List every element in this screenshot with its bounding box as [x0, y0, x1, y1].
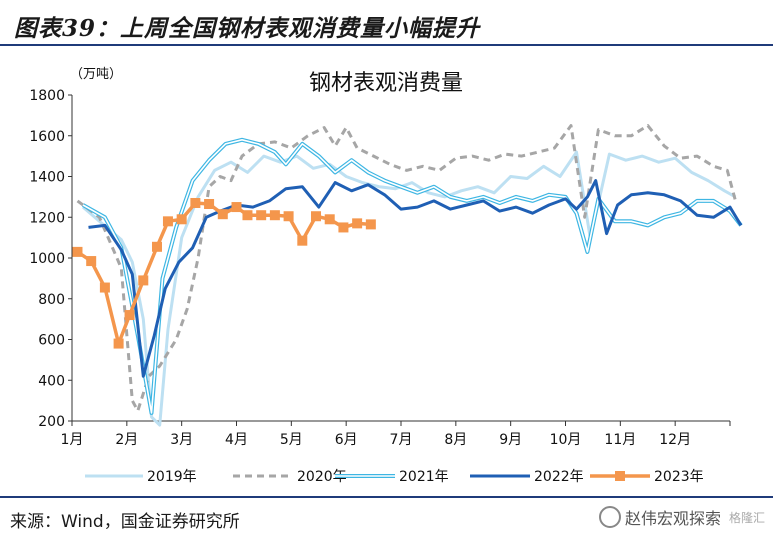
legend-label: 2022年 — [534, 469, 584, 485]
x-tick-label: 9月 — [499, 432, 522, 448]
data-point-2023 — [151, 241, 162, 252]
watermark: 赵伟宏观探索 格隆汇 — [598, 505, 765, 529]
x-tick-label: 7月 — [390, 432, 413, 448]
x-tick-label: 12月 — [659, 432, 691, 448]
data-point-2023 — [352, 218, 363, 229]
data-point-2023 — [283, 211, 294, 222]
data-point-2023 — [297, 235, 308, 246]
y-tick-label: 200 — [38, 414, 65, 430]
data-point-2023 — [242, 210, 253, 221]
y-tick-label: 1000 — [29, 251, 65, 267]
series-line-2020 — [76, 124, 737, 413]
data-point-2023 — [99, 282, 110, 293]
series-line-2022 — [88, 179, 743, 378]
x-tick-label: 8月 — [444, 432, 467, 448]
x-tick-label: 3月 — [170, 432, 193, 448]
x-tick-label: 4月 — [225, 432, 248, 448]
y-tick-label: 1200 — [29, 210, 65, 226]
y-tick-label: 800 — [38, 292, 65, 308]
figure-title: 图表39：上周全国钢材表观消费量小幅提升 — [14, 15, 481, 42]
legend-label: 2020年 — [297, 469, 347, 485]
legend-label: 2023年 — [654, 469, 704, 485]
chart-title: 钢材表观消费量 — [309, 71, 463, 96]
data-point-2023 — [324, 214, 335, 225]
data-point-2023 — [113, 338, 124, 349]
y-tick-label: 1400 — [29, 170, 65, 186]
data-point-2023 — [217, 209, 228, 220]
x-tick-label: 5月 — [280, 432, 303, 448]
y-tick-label: 400 — [38, 373, 65, 389]
y-unit-label: （万吨） — [70, 67, 122, 82]
x-tick-label: 10月 — [550, 432, 582, 448]
data-point-2023 — [311, 211, 322, 222]
data-point-2023 — [365, 219, 376, 230]
data-point-2023 — [269, 210, 280, 221]
data-point-2023 — [176, 214, 187, 225]
data-point-2023 — [190, 197, 201, 208]
watermark-brand: 格隆汇 — [728, 510, 765, 525]
data-point-2023 — [124, 310, 135, 321]
chart: 钢材表观消费量 （万吨） 200 400 600 800 1000 1200 1400 1600 1… — [29, 67, 743, 485]
data-point-2023 — [204, 199, 215, 210]
x-tick-label: 1月 — [61, 432, 84, 448]
legend-marker — [615, 471, 625, 481]
x-tick-label: 2月 — [115, 432, 138, 448]
data-point-2023 — [338, 222, 349, 233]
y-tick-label: 600 — [38, 333, 65, 349]
legend-label: 2019年 — [147, 469, 197, 485]
source-note: 来源：Wind，国金证券研究所 — [10, 512, 240, 532]
data-point-2023 — [231, 202, 242, 213]
data-point-2023 — [86, 256, 97, 267]
legend-label: 2021年 — [399, 469, 449, 485]
data-point-2023 — [256, 210, 267, 221]
source-divider — [0, 496, 773, 498]
title-divider — [0, 44, 773, 46]
y-tick-label: 1600 — [29, 129, 65, 145]
x-tick-label: 11月 — [604, 432, 636, 448]
watermark-text: 赵伟宏观探索 — [624, 509, 721, 528]
y-tick-label: 1800 — [29, 88, 65, 104]
data-point-2023 — [162, 216, 173, 227]
series-line-2021 — [82, 137, 743, 415]
data-point-2023 — [72, 246, 83, 257]
series-line-2021-inner — [82, 139, 742, 414]
wechat-icon — [598, 506, 621, 528]
x-tick-label: 6月 — [335, 432, 358, 448]
data-point-2023 — [138, 275, 149, 286]
